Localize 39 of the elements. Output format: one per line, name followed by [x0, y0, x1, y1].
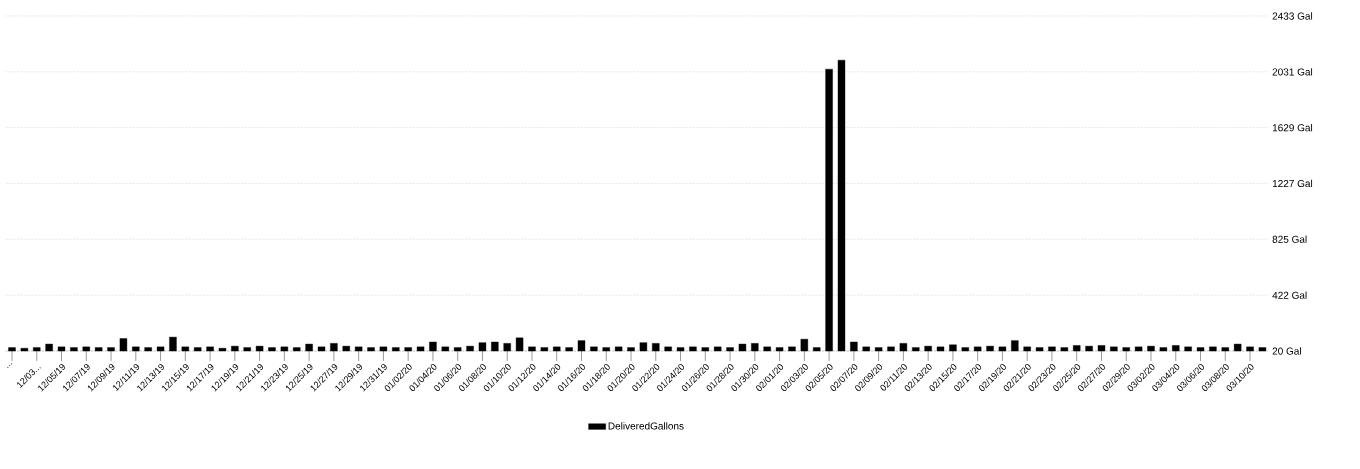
y-tick-label: 2031 Gal	[1272, 68, 1313, 76]
bar	[986, 345, 994, 352]
y-tick-label: 1629 Gal	[1272, 123, 1313, 132]
bar	[689, 346, 697, 352]
y-tick-label: 20 Gal	[1272, 347, 1301, 355]
bar	[515, 337, 524, 352]
bar	[862, 346, 870, 352]
bar	[540, 347, 549, 352]
bar	[392, 347, 400, 352]
y-tick-label: 825 Gal	[1272, 235, 1307, 243]
x-tick-label: ...	[7, 363, 13, 369]
bar	[1258, 347, 1267, 352]
bar	[1184, 346, 1192, 352]
bar	[1110, 346, 1118, 352]
y-tick-label: 422 Gal	[1272, 291, 1307, 299]
bar	[614, 346, 623, 352]
bar	[738, 343, 747, 352]
bar	[1060, 347, 1069, 352]
bar	[639, 342, 648, 352]
bar	[887, 346, 895, 352]
bar	[1134, 346, 1143, 352]
bar	[788, 346, 796, 352]
bar	[813, 347, 821, 352]
y-tick-label: 2433 Gal	[1272, 12, 1313, 20]
bar	[491, 341, 499, 352]
bar	[664, 346, 672, 352]
bar	[590, 346, 598, 352]
bar	[912, 347, 920, 352]
y-tick-label: 1227 Gal	[1272, 179, 1313, 188]
bar	[936, 346, 945, 352]
bar	[837, 59, 846, 352]
legend-label: DeliveredGallons	[608, 422, 684, 430]
bar	[1159, 347, 1168, 352]
bar	[1011, 340, 1019, 352]
bar	[713, 346, 722, 352]
bar	[1085, 345, 1093, 352]
bar	[1035, 347, 1044, 352]
bar	[961, 347, 969, 352]
bar	[763, 346, 771, 352]
